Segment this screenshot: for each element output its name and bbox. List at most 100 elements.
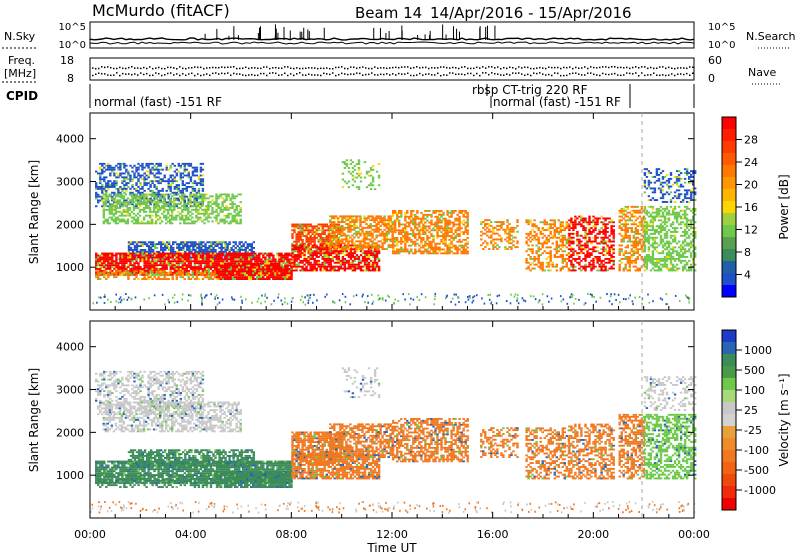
rti-cell	[153, 258, 156, 261]
nave-point	[272, 72, 274, 74]
rti-cell	[136, 203, 140, 205]
rti-cell	[185, 268, 188, 270]
rti-cell	[349, 254, 353, 256]
rti-cell	[291, 246, 294, 249]
rti-cell	[125, 189, 128, 192]
rti-cell	[199, 274, 203, 277]
rti-cell	[229, 258, 233, 261]
freq-point	[209, 67, 211, 69]
rti-cell	[256, 272, 259, 275]
rti-cell	[111, 166, 114, 169]
rti-cell	[127, 170, 130, 173]
rti-cell	[280, 276, 283, 279]
nave-point	[578, 73, 580, 75]
rti-cell	[391, 223, 394, 225]
rti-cell	[101, 254, 104, 257]
rti-cell	[313, 235, 316, 237]
rti-cell	[97, 260, 100, 263]
rti-cell	[392, 246, 395, 249]
rti-cell	[234, 252, 237, 255]
rti-cell	[159, 208, 162, 211]
freq-point	[437, 67, 439, 69]
rti-cell	[173, 270, 176, 272]
nave-point	[440, 74, 442, 77]
rti-cell	[165, 272, 168, 275]
rti-cell	[215, 193, 218, 196]
rti-cell	[406, 248, 409, 251]
rti-cell	[256, 262, 259, 265]
rti-cell	[199, 254, 203, 257]
rti-cell	[227, 195, 230, 198]
rti-cell	[207, 254, 211, 257]
rti-cell	[359, 267, 363, 270]
rti-cell	[189, 201, 192, 204]
rti-cell	[115, 258, 118, 261]
rti-cell	[365, 263, 369, 266]
rti-cell	[367, 246, 370, 249]
nave-point	[425, 73, 427, 76]
rti-cell	[195, 274, 199, 277]
rti-cell	[325, 237, 328, 239]
rti-cell	[231, 256, 235, 259]
rti-cell	[258, 252, 261, 255]
freq-point	[251, 67, 253, 69]
rti-cell	[189, 193, 192, 196]
rti-cell	[101, 168, 104, 171]
rti-cell	[221, 252, 225, 255]
rti-cell	[375, 263, 379, 266]
rti-cell	[297, 252, 300, 255]
freq-point	[122, 67, 124, 70]
rti-cell	[151, 172, 154, 175]
rti-cell	[163, 208, 166, 211]
rti-cell	[280, 258, 283, 261]
rti-cell	[236, 278, 239, 280]
rti-cell	[203, 222, 206, 225]
rti-cell	[231, 260, 235, 263]
rti-cell	[347, 256, 351, 258]
rti-cell	[260, 270, 263, 273]
rti-cell	[367, 269, 371, 272]
rti-cell	[284, 278, 287, 280]
rti-cell	[109, 268, 112, 270]
rti-cell	[244, 249, 247, 251]
rti-cell	[268, 260, 271, 263]
rti-cell	[223, 268, 227, 271]
rti-cell	[109, 168, 112, 171]
rti-cell	[339, 261, 343, 264]
rti-cell	[174, 241, 177, 244]
nave-point	[674, 74, 676, 77]
rti-cell	[104, 193, 107, 196]
rti-cell	[163, 258, 166, 261]
rti-cell	[353, 244, 357, 247]
rti-cell	[234, 268, 237, 271]
rti-cell	[313, 231, 316, 234]
rti-cell	[113, 268, 116, 270]
rti-cell	[199, 180, 203, 183]
rti-cell	[365, 236, 368, 239]
nave-point	[569, 73, 571, 75]
rti-cell	[244, 268, 247, 270]
rti-cell	[349, 228, 352, 231]
rti-cell	[200, 247, 203, 249]
rti-cell	[143, 166, 146, 169]
rti-cell	[359, 250, 363, 253]
rti-cell	[127, 172, 130, 175]
freq-point	[161, 67, 163, 70]
rti-cell	[359, 244, 362, 247]
rti-cell	[204, 254, 207, 257]
rti-cell	[404, 235, 407, 237]
rti-cell	[125, 270, 128, 272]
rti-cell	[165, 189, 168, 192]
nave-point	[191, 72, 193, 75]
rti-cell	[325, 259, 328, 262]
rti-cell	[195, 201, 198, 204]
rti-cell	[240, 247, 243, 249]
rti-cell	[126, 218, 130, 221]
rti-cell	[209, 201, 212, 204]
rti-cell	[191, 212, 194, 215]
rti-cell	[187, 212, 190, 215]
freq-point	[296, 67, 298, 69]
freq-point	[467, 67, 469, 70]
rti-cell	[394, 252, 397, 255]
rti-cell	[404, 248, 407, 251]
